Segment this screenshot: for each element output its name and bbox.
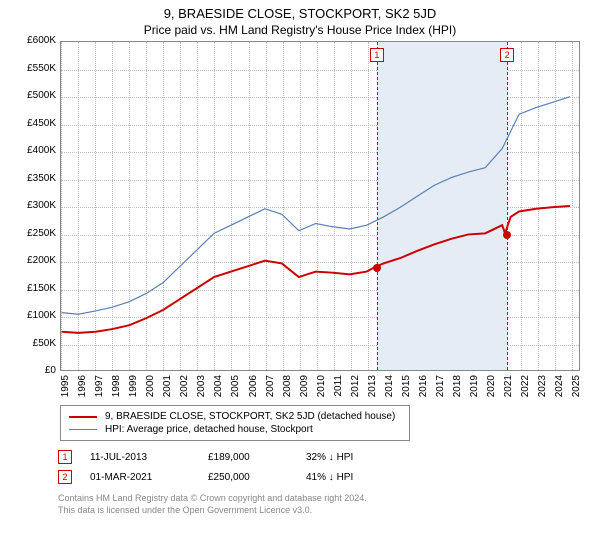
legend-item: 9, BRAESIDE CLOSE, STOCKPORT, SK2 5JD (d… <box>69 410 401 423</box>
sale-diff: 32% ↓ HPI <box>306 452 416 463</box>
footer-line: This data is licensed under the Open Gov… <box>58 505 590 517</box>
legend-box: 9, BRAESIDE CLOSE, STOCKPORT, SK2 5JD (d… <box>60 405 410 441</box>
sale-marker: 2 <box>58 470 72 484</box>
sale-diff: 41% ↓ HPI <box>306 472 416 483</box>
legend-label: 9, BRAESIDE CLOSE, STOCKPORT, SK2 5JD (d… <box>105 411 395 422</box>
y-tick-label: £300K <box>10 200 56 211</box>
x-tick-label: 2017 <box>435 375 446 405</box>
sale-marker: 1 <box>58 450 72 464</box>
event-marker: 1 <box>370 48 384 62</box>
series-svg <box>61 42 579 370</box>
plot-region: 12 <box>60 41 580 371</box>
sale-price: £250,000 <box>208 472 298 483</box>
sale-date: 01-MAR-2021 <box>90 472 200 483</box>
y-tick-label: £0 <box>10 365 56 376</box>
y-tick-label: £400K <box>10 145 56 156</box>
series-property <box>62 206 570 333</box>
x-tick-label: 2013 <box>367 375 378 405</box>
x-tick-label: 1998 <box>111 375 122 405</box>
x-tick-label: 2014 <box>384 375 395 405</box>
page-title: 9, BRAESIDE CLOSE, STOCKPORT, SK2 5JD <box>0 0 600 21</box>
y-tick-label: £550K <box>10 63 56 74</box>
x-tick-label: 2018 <box>452 375 463 405</box>
x-tick-label: 2010 <box>316 375 327 405</box>
x-tick-label: 2000 <box>145 375 156 405</box>
x-tick-label: 2015 <box>401 375 412 405</box>
y-tick-label: £450K <box>10 118 56 129</box>
y-tick-label: £250K <box>10 228 56 239</box>
sale-row: 1 11-JUL-2013 £189,000 32% ↓ HPI <box>58 447 590 467</box>
footer-line: Contains HM Land Registry data © Crown c… <box>58 493 590 505</box>
x-tick-label: 2016 <box>418 375 429 405</box>
legend-label: HPI: Average price, detached house, Stoc… <box>105 424 313 435</box>
x-tick-label: 2001 <box>162 375 173 405</box>
x-tick-label: 2004 <box>213 375 224 405</box>
y-tick-label: £500K <box>10 90 56 101</box>
sales-table: 1 11-JUL-2013 £189,000 32% ↓ HPI 2 01-MAR-202… <box>58 447 590 487</box>
x-tick-label: 2019 <box>469 375 480 405</box>
sale-row: 2 01-MAR-2021 £250,000 41% ↓ HPI <box>58 467 590 487</box>
x-tick-label: 2003 <box>196 375 207 405</box>
x-tick-label: 2024 <box>554 375 565 405</box>
event-point <box>503 231 511 239</box>
legend-item: HPI: Average price, detached house, Stoc… <box>69 423 401 436</box>
legend-swatch <box>69 429 97 430</box>
footer-attribution: Contains HM Land Registry data © Crown c… <box>58 493 590 516</box>
page-subtitle: Price paid vs. HM Land Registry's House … <box>0 21 600 41</box>
x-tick-label: 2011 <box>333 375 344 405</box>
x-tick-label: 2002 <box>179 375 190 405</box>
chart-area: £0 £50K £100K £150K £200K £250K £300K £350K £400… <box>10 41 590 401</box>
x-tick-label: 1996 <box>77 375 88 405</box>
x-tick-label: 1997 <box>94 375 105 405</box>
x-tick-label: 1999 <box>128 375 139 405</box>
x-tick-label: 2012 <box>350 375 361 405</box>
x-tick-label: 2005 <box>230 375 241 405</box>
x-tick-label: 2009 <box>299 375 310 405</box>
sale-date: 11-JUL-2013 <box>90 452 200 463</box>
y-tick-label: £150K <box>10 283 56 294</box>
y-tick-label: £350K <box>10 173 56 184</box>
x-tick-label: 2025 <box>571 375 582 405</box>
y-tick-label: £100K <box>10 310 56 321</box>
x-tick-label: 2007 <box>265 375 276 405</box>
series-hpi <box>62 97 570 315</box>
y-tick-label: £50K <box>10 338 56 349</box>
sale-price: £189,000 <box>208 452 298 463</box>
legend-swatch <box>69 416 97 418</box>
y-tick-label: £600K <box>10 35 56 46</box>
x-tick-label: 2023 <box>537 375 548 405</box>
y-tick-label: £200K <box>10 255 56 266</box>
event-marker: 2 <box>500 48 514 62</box>
x-tick-label: 2021 <box>503 375 514 405</box>
x-tick-label: 1995 <box>60 375 71 405</box>
x-tick-label: 2022 <box>520 375 531 405</box>
x-tick-label: 2020 <box>486 375 497 405</box>
x-tick-label: 2006 <box>248 375 259 405</box>
event-point <box>373 264 381 272</box>
x-tick-label: 2008 <box>282 375 293 405</box>
